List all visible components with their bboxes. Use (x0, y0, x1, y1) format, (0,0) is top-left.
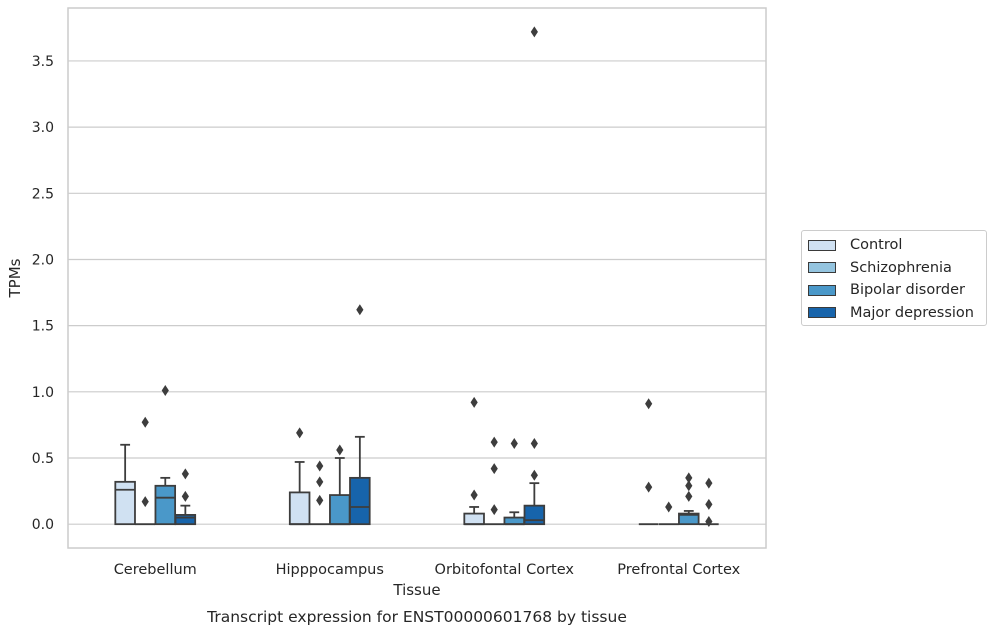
axes: 0.0 0.5 1.0 1.5 2.0 2.5 3.0 3.5 Cerebellum Hipppo… (32, 7, 767, 578)
y-tick-label: 0.0 (32, 517, 54, 533)
outlier-point (705, 516, 713, 528)
box (678, 512, 700, 526)
outlier-point (141, 416, 149, 428)
legend-swatch (808, 239, 836, 251)
box (288, 491, 311, 526)
outlier-point (705, 477, 713, 489)
outlier-point (161, 385, 169, 396)
box (463, 512, 485, 526)
outlier-point (316, 460, 324, 472)
plot-frame (67, 7, 767, 549)
outlier-point (685, 472, 693, 484)
outlier-point (705, 498, 713, 510)
legend-swatch (808, 307, 836, 318)
box (349, 476, 371, 526)
outlier-point (356, 304, 364, 316)
plot-area (114, 26, 719, 528)
outlier-point (490, 463, 498, 475)
outlier-point (296, 427, 304, 439)
y-tick-label: 3.5 (32, 54, 54, 70)
box (329, 494, 351, 526)
legend-item: Major depression (808, 303, 974, 323)
outlier-point (665, 501, 673, 513)
outlier-point (470, 396, 478, 408)
outlier-point (645, 398, 653, 410)
legend-item: Control (808, 235, 902, 255)
legend-label: Bipolar disorder (850, 282, 965, 298)
legend-label: Major depression (850, 304, 974, 321)
outlier-point (316, 494, 324, 506)
legend-item: Bipolar disorder (808, 280, 965, 300)
y-axis-label: TPMs (6, 258, 24, 298)
outlier-point (685, 480, 693, 492)
outlier-point (530, 26, 538, 38)
grid-lines (68, 60, 766, 525)
x-tick-label: Prefrontal Cortex (617, 562, 740, 578)
box (114, 480, 136, 526)
outlier-point (510, 437, 518, 449)
y-tick-label: 0.5 (32, 451, 54, 467)
legend-label: Schizophrenia (850, 259, 952, 276)
box (154, 484, 177, 526)
x-tick-label: Cerebellum (114, 562, 197, 578)
outlier-point (530, 469, 538, 481)
x-tick-label: Hipppocampus (276, 562, 384, 578)
legend-swatch (808, 262, 836, 273)
y-tick-label: 2.0 (32, 252, 54, 268)
outlier-point (181, 468, 189, 480)
box (523, 504, 546, 526)
box (174, 514, 197, 526)
legend-item: Schizophrenia (808, 258, 952, 278)
outlier-point (530, 437, 538, 449)
y-tick-label: 1.0 (32, 385, 54, 401)
y-tick-label: 3.0 (32, 120, 54, 136)
x-axis-label: Tissue (392, 581, 440, 599)
chart-title: Transcript expression for ENST0000060176… (206, 608, 627, 626)
outlier-point (141, 496, 149, 508)
outlier-point (490, 504, 498, 516)
outlier-point (645, 481, 653, 493)
outlier-point (490, 436, 498, 448)
outlier-point (336, 444, 344, 456)
y-tick-label: 1.5 (32, 319, 54, 335)
box (503, 516, 526, 526)
legend-swatch (808, 284, 836, 296)
outlier-point (181, 490, 189, 502)
legend-label: Control (850, 237, 903, 253)
x-tick-label: Orbitofontal Cortex (435, 562, 575, 578)
outlier-point (685, 490, 693, 502)
legend: Control Schizophrenia Bipolar disorder Majo… (801, 230, 987, 326)
outlier-point (316, 476, 324, 488)
outlier-point (470, 489, 478, 501)
y-tick-label: 2.5 (32, 186, 54, 202)
